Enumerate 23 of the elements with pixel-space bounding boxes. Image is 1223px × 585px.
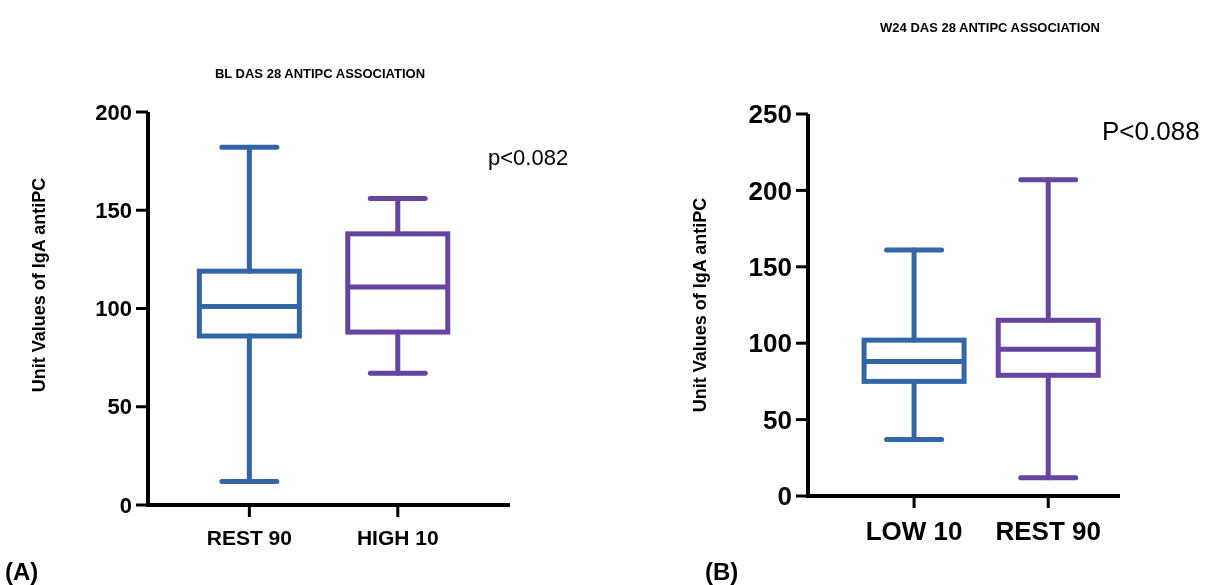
y-tick-label: 150 [95, 197, 132, 223]
y-axis-title: Unit Values of IgA antiPC [690, 197, 710, 413]
y-tick-label: 100 [95, 296, 132, 322]
x-tick-label: REST 90 [995, 516, 1101, 546]
x-tick-label: LOW 10 [865, 516, 963, 546]
y-tick-label: 100 [748, 328, 792, 359]
x-tick-label: HIGH 10 [356, 526, 439, 549]
y-tick-label: 200 [748, 175, 792, 206]
annotation: p<0.082 [488, 145, 569, 170]
y-tick-label: 200 [95, 99, 132, 125]
text: (B) [705, 558, 739, 585]
y-tick-label: 50 [107, 394, 132, 420]
text: (A) [5, 558, 39, 585]
y-tick-label: 0 [777, 481, 792, 512]
y-tick-label: 150 [748, 251, 792, 282]
annotation: P<0.088 [1102, 116, 1200, 146]
y-tick-label: 50 [763, 404, 792, 435]
y-tick-label: 250 [748, 99, 792, 130]
y-axis-title: Unit Values of IgA antiPC [29, 177, 49, 393]
x-tick-label: REST 90 [206, 526, 292, 549]
y-tick-label: 0 [119, 492, 132, 518]
chart-title: W24 DAS 28 ANTIPC ASSOCIATION [880, 20, 1100, 35]
chart-title: BL DAS 28 ANTIPC ASSOCIATION [214, 66, 426, 81]
